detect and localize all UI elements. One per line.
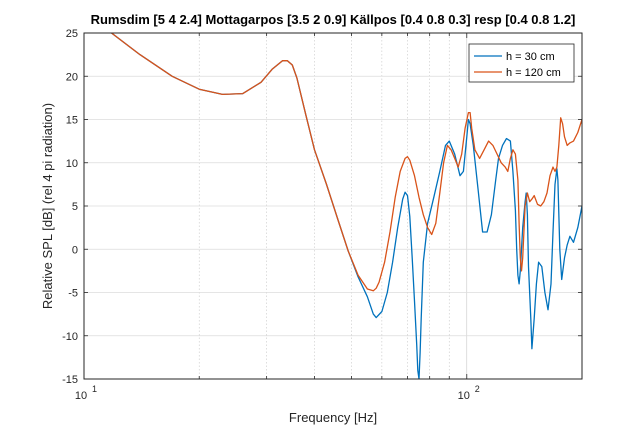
legend: h = 30 cm h = 120 cm	[468, 43, 575, 83]
x-tick-label-exponent: 2	[475, 384, 480, 394]
x-axis: 10 1 10 2	[75, 33, 583, 402]
x-tick-label: 10 2	[458, 384, 480, 402]
y-axis-label: Relative SPL [dB] (rel 4 pi radiation)	[40, 103, 55, 309]
y-tick-label: -5	[68, 288, 78, 300]
x-axis-label: Frequency [Hz]	[289, 410, 377, 425]
legend-box	[468, 43, 575, 83]
series-layer	[111, 33, 582, 379]
x-tick-label-exponent: 1	[92, 384, 97, 394]
chart-title: Rumsdim [5 4 2.4] Mottagarpos [3.5 2 0.9…	[91, 12, 576, 27]
y-tick-label: 10	[66, 158, 78, 170]
y-tick-label: 5	[72, 201, 78, 213]
x-tick-label: 10 1	[75, 384, 97, 402]
legend-label-h120: h = 120 cm	[506, 67, 561, 79]
y-tick-label: 15	[66, 115, 78, 127]
y-tick-label: 0	[72, 244, 78, 256]
x-tick-label-base: 10	[458, 390, 470, 402]
y-axis: 25 20 15 10 5 0 -5 -10 -15	[62, 28, 582, 386]
y-tick-label: 25	[66, 28, 78, 40]
x-tick-label-base: 10	[75, 390, 87, 402]
y-tick-label: 20	[66, 71, 78, 83]
y-tick-label: -15	[62, 374, 78, 386]
y-tick-label: -10	[62, 331, 78, 343]
series-line-h120	[111, 33, 582, 292]
legend-label-h30: h = 30 cm	[506, 51, 555, 63]
